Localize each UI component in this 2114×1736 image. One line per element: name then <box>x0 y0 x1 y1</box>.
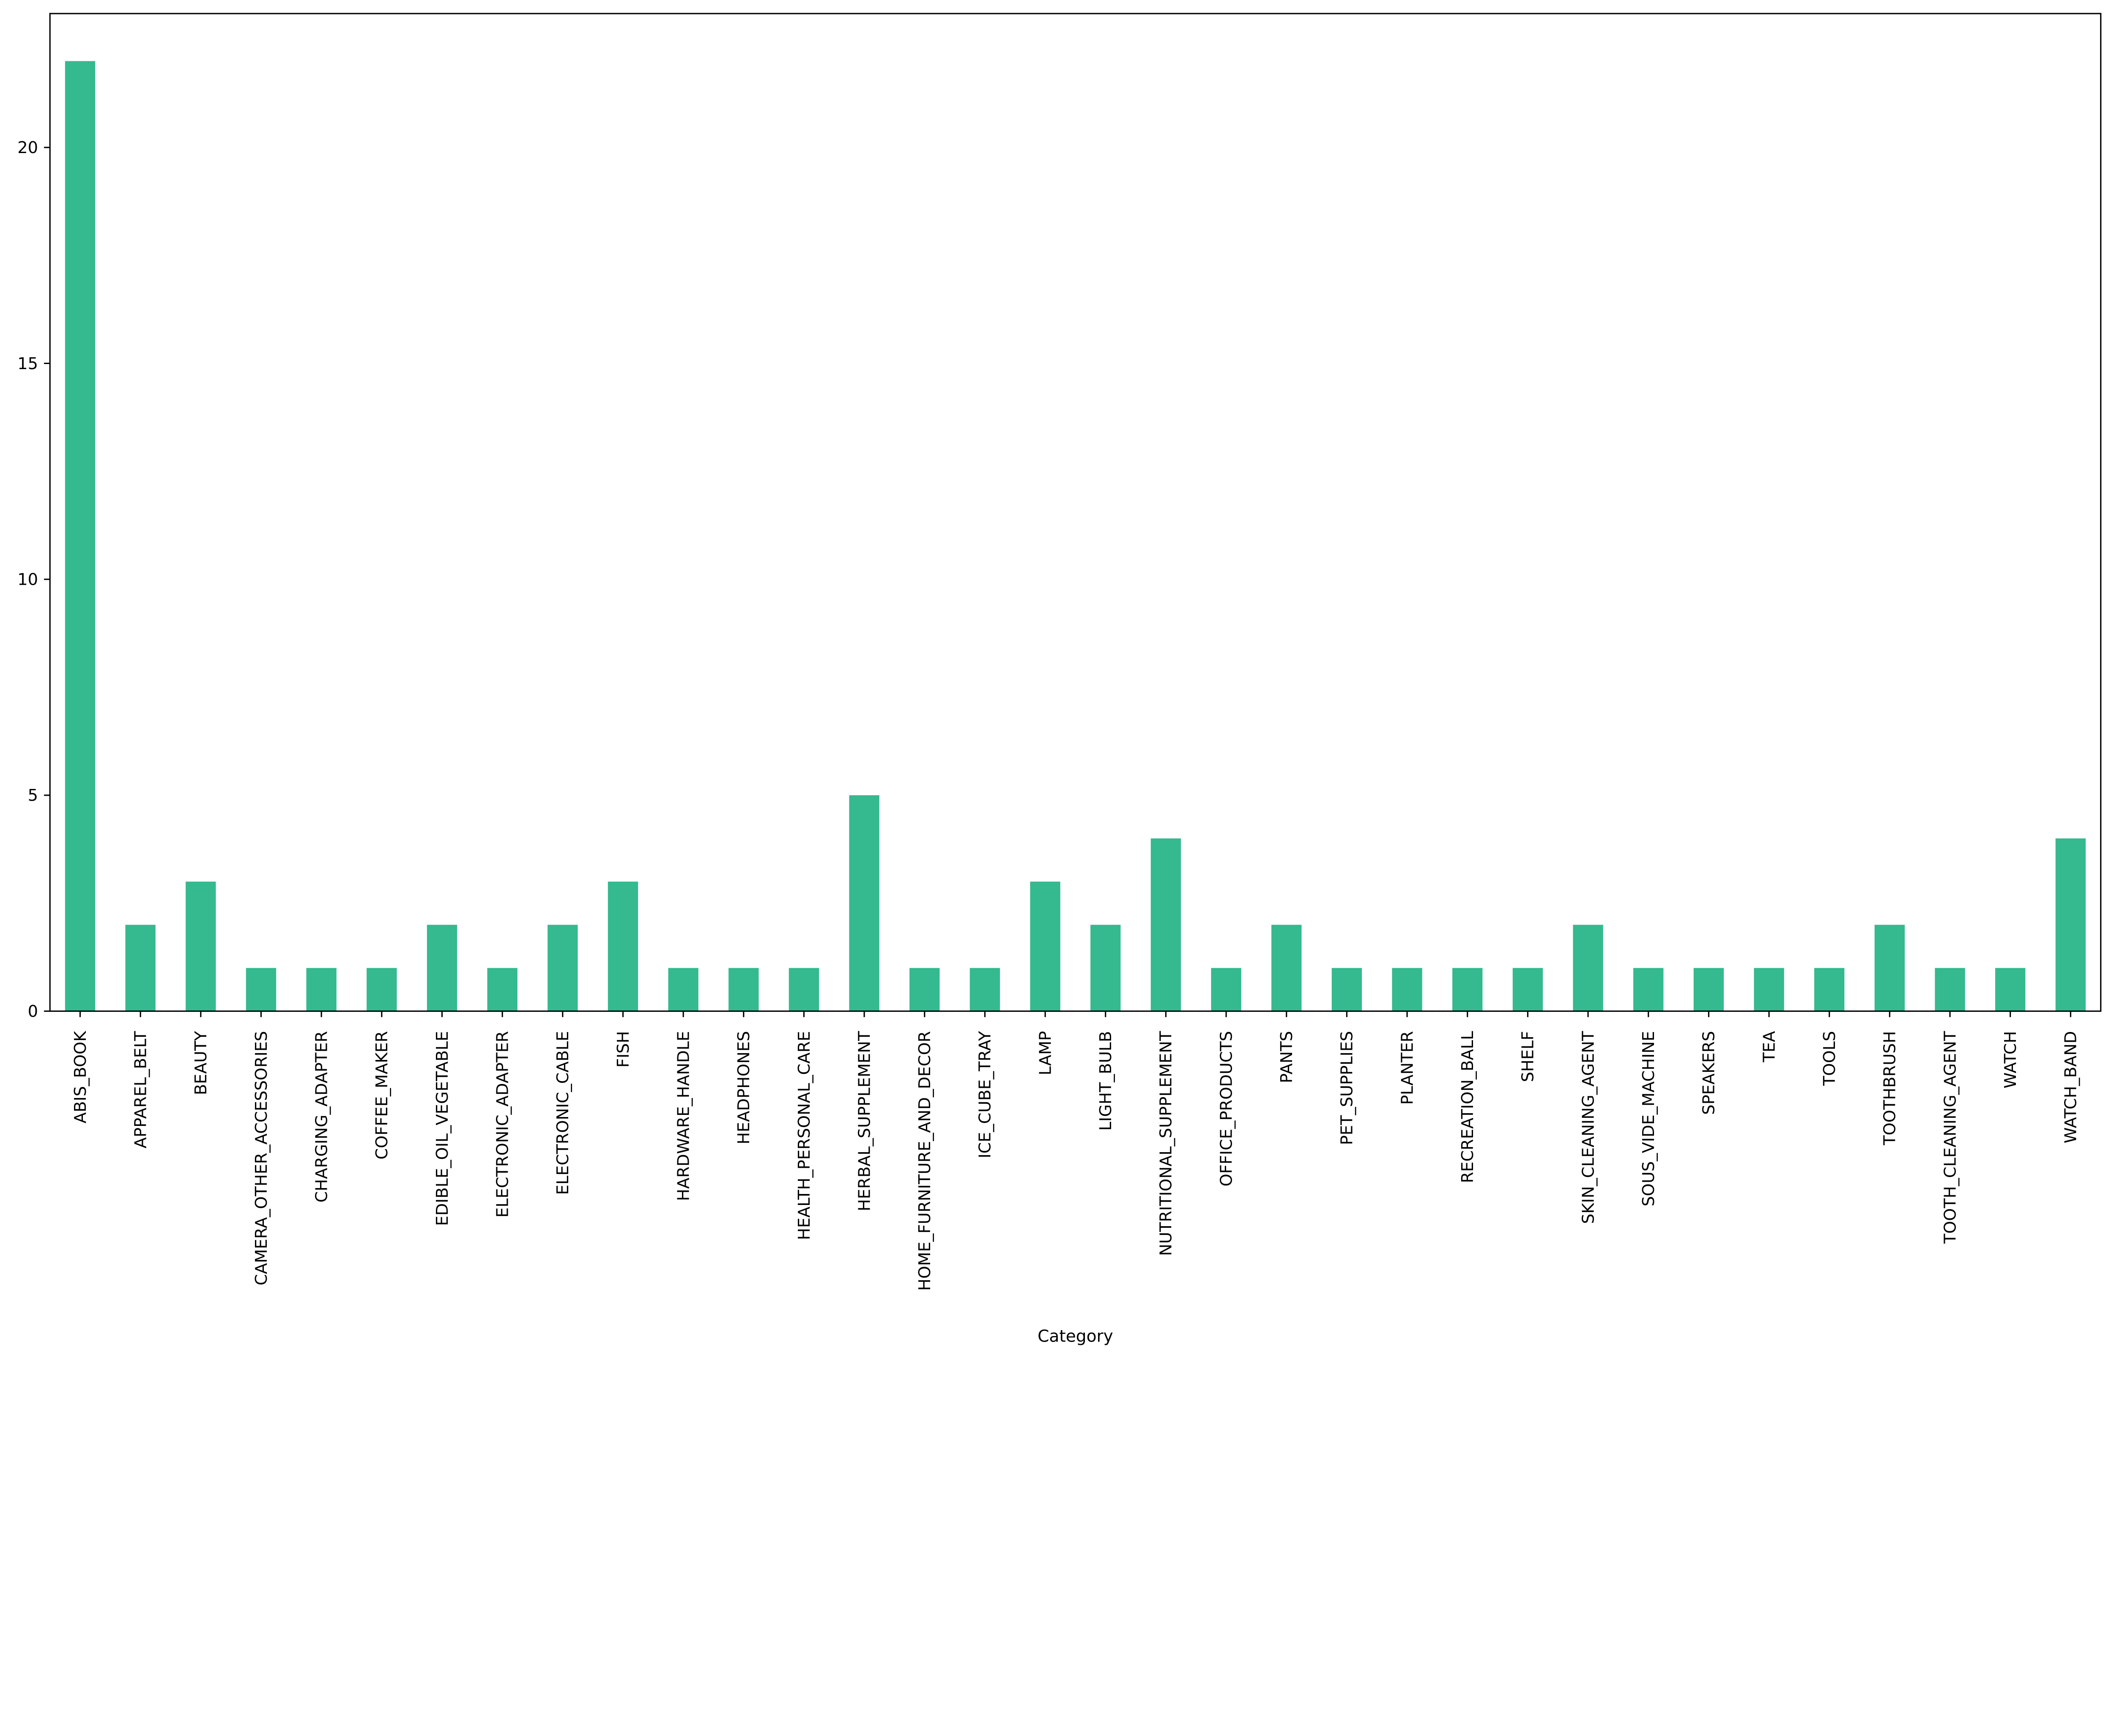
x-axis: ABIS_BOOK APPAREL_BELT BEAUTY CAMERA_OTHER_… <box>71 1011 2081 1291</box>
x-tick-label: ABIS_BOOK <box>71 1031 90 1123</box>
x-tick-label: WATCH_BAND <box>2062 1031 2081 1144</box>
x-tick-label: FISH <box>614 1031 633 1068</box>
bar-coffee_maker <box>367 968 397 1011</box>
bars-group <box>65 61 2086 1011</box>
x-tick-label: TOOTHBRUSH <box>1881 1031 1900 1146</box>
bar-fish <box>608 882 638 1011</box>
plot-frame <box>49 13 2102 1012</box>
bar-shelf <box>1512 968 1543 1011</box>
x-tick-label: TOOLS <box>1820 1031 1839 1086</box>
x-tick-label: HOME_FURNITURE_AND_DECOR <box>915 1031 934 1291</box>
bar-pet_supplies <box>1331 968 1362 1011</box>
y-tick-label: 0 <box>28 1002 38 1021</box>
bar-recreation_ball <box>1452 968 1483 1011</box>
x-tick-label: HERBAL_SUPPLEMENT <box>855 1031 874 1211</box>
bar-watch_band <box>2055 838 2086 1011</box>
x-tick-label: LAMP <box>1036 1031 1055 1076</box>
bar-electronic_adapter <box>487 968 518 1011</box>
bar-nutritional_supplement <box>1150 838 1181 1011</box>
y-tick-label: 10 <box>17 570 38 589</box>
x-tick-label: RECREATION_BALL <box>1458 1031 1477 1183</box>
x-tick-label: COFFEE_MAKER <box>372 1031 392 1160</box>
x-tick-label: ELECTRONIC_CABLE <box>553 1031 572 1195</box>
x-tick-label: HEALTH_PERSONAL_CARE <box>795 1031 814 1240</box>
bar-light_bulb <box>1090 925 1121 1011</box>
bar-lamp <box>1030 882 1060 1011</box>
bar-herbal_supplement <box>849 795 879 1011</box>
x-tick-label: HEADPHONES <box>734 1031 753 1145</box>
x-tick-label: SPEAKERS <box>1700 1031 1719 1115</box>
bar-camera_other_accessories <box>246 968 277 1011</box>
bar-office_products <box>1211 968 1241 1011</box>
x-tick-label: ELECTRONIC_ADAPTER <box>493 1031 512 1218</box>
bar-speakers <box>1693 968 1724 1011</box>
bar-edible_oil_vegetable <box>427 925 457 1011</box>
x-tick-label: LIGHT_BULB <box>1096 1031 1115 1131</box>
bar-pants <box>1271 925 1302 1011</box>
x-tick-label: PLANTER <box>1398 1031 1417 1105</box>
bar-charging_adapter <box>306 968 337 1011</box>
bar-abis_book <box>65 61 96 1011</box>
bar-tools <box>1814 968 1845 1011</box>
x-tick-label: ICE_CUBE_TRAY <box>976 1031 995 1158</box>
bar-tea <box>1754 968 1784 1011</box>
bar-ice_cube_tray <box>969 968 1000 1011</box>
bar-chart: 0 5 10 15 20 ABIS_BOOK APPAREL_BELT BEAUTY CAME… <box>17 13 2102 1346</box>
x-tick-label: SKIN_CLEANING_AGENT <box>1579 1031 1598 1224</box>
y-tick-label: 20 <box>17 138 38 157</box>
x-tick-label: EDIBLE_OIL_VEGETABLE <box>433 1031 452 1226</box>
bar-watch <box>1995 968 2026 1011</box>
bar-apparel_belt <box>125 925 156 1011</box>
x-tick-label: BEAUTY <box>192 1031 211 1095</box>
x-tick-label: SOUS_VIDE_MACHINE <box>1639 1031 1658 1207</box>
x-axis-label: Category <box>1038 1327 1113 1346</box>
bar-electronic_cable <box>548 925 578 1011</box>
bar-beauty <box>186 882 216 1011</box>
x-tick-label: APPAREL_BELT <box>131 1031 150 1148</box>
x-tick-label: TEA <box>1760 1031 1779 1063</box>
x-tick-label: PET_SUPPLIES <box>1338 1031 1357 1145</box>
bar-toothbrush <box>1874 925 1905 1011</box>
y-axis: 0 5 10 15 20 <box>17 138 50 1021</box>
bar-hardware_handle <box>668 968 698 1011</box>
bar-headphones <box>728 968 759 1011</box>
x-tick-label: SHELF <box>1519 1031 1538 1082</box>
y-tick-label: 5 <box>28 786 38 805</box>
bar-tooth_cleaning_agent <box>1935 968 1965 1011</box>
x-tick-label: PANTS <box>1277 1031 1296 1083</box>
x-tick-label: CAMERA_OTHER_ACCESSORIES <box>252 1031 271 1286</box>
bar-health_personal_care <box>789 968 819 1011</box>
x-tick-label: TOOTH_CLEANING_AGENT <box>1941 1031 1960 1244</box>
bar-planter <box>1392 968 1422 1011</box>
x-tick-label: CHARGING_ADAPTER <box>312 1031 331 1203</box>
x-tick-label: OFFICE_PRODUCTS <box>1217 1031 1236 1187</box>
bar-sous_vide_machine <box>1633 968 1664 1011</box>
bar-home_furniture_and_decor <box>909 968 940 1011</box>
x-tick-label: WATCH <box>2001 1031 2020 1089</box>
y-tick-label: 15 <box>17 354 38 373</box>
x-tick-label: NUTRITIONAL_SUPPLEMENT <box>1157 1031 1176 1256</box>
bar-skin_cleaning_agent <box>1573 925 1603 1011</box>
x-tick-label: HARDWARE_HANDLE <box>674 1031 693 1201</box>
